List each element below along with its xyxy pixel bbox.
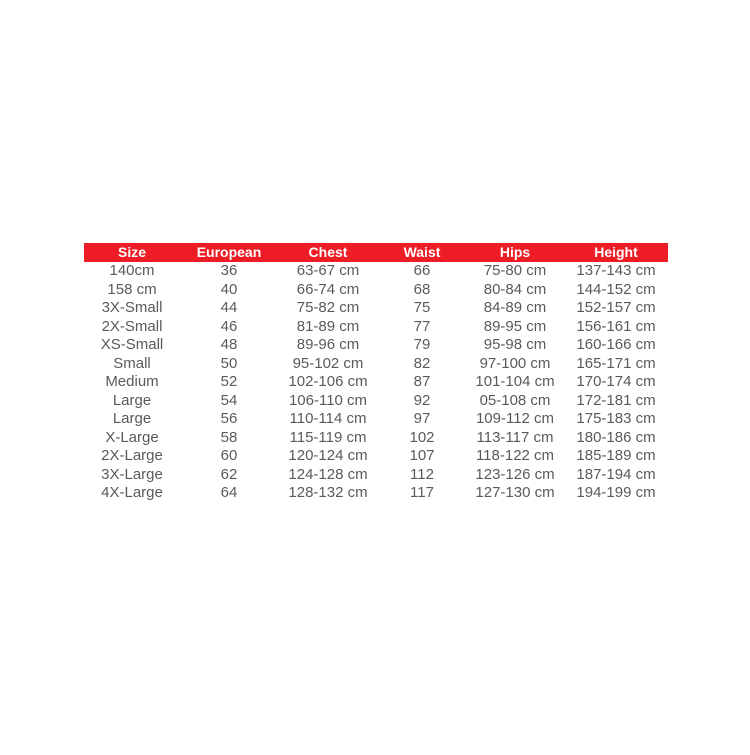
cell-hips: 05-108 cm bbox=[479, 391, 551, 409]
cell-hips: 89-95 cm bbox=[483, 317, 547, 335]
cell-chest: 106-110 cm bbox=[288, 391, 368, 409]
header-row: Size European Chest Waist Hips Height bbox=[84, 243, 668, 262]
cell-european: 40 bbox=[220, 280, 238, 298]
cell-hips: 95-98 cm bbox=[483, 336, 547, 353]
cell-hips: 123-126 cm bbox=[475, 465, 555, 483]
table-row: 2X-Large 60 120-124 cm 107 118-122 cm 185-189… bbox=[84, 447, 668, 466]
cell-european: 58 bbox=[220, 428, 238, 446]
cell-hips: 80-84 cm bbox=[483, 280, 547, 298]
cell-chest: 66-74 cm bbox=[296, 280, 360, 298]
cell-european: 64 bbox=[220, 484, 238, 501]
cell-height: 152-157 cm bbox=[576, 299, 656, 316]
cell-size: 2X-Small bbox=[101, 317, 163, 335]
cell-hips: 97-100 cm bbox=[479, 354, 551, 372]
cell-waist: 112 bbox=[410, 465, 434, 483]
cell-chest: 75-82 cm bbox=[296, 299, 360, 316]
cell-european: 62 bbox=[220, 465, 238, 483]
column-header-chest: Chest bbox=[278, 243, 378, 262]
table-row: Large 54 106-110 cm 92 05-108 cm 172-181 cm bbox=[84, 392, 668, 411]
cell-size: 3X-Large bbox=[101, 465, 163, 483]
cell-hips: 118-122 cm bbox=[475, 447, 555, 464]
cell-european: 54 bbox=[220, 391, 238, 409]
column-header-european: European bbox=[180, 243, 278, 262]
table-row: 158 cm 40 66-74 cm 68 80-84 cm 144-152 cm bbox=[84, 281, 668, 300]
cell-chest: 81-89 cm bbox=[296, 317, 360, 335]
column-header-size: Size bbox=[84, 243, 180, 262]
table-row: 4X-Large 64 128-132 cm 117 127-130 cm 194-199… bbox=[84, 484, 668, 503]
cell-chest: 124-128 cm bbox=[288, 465, 368, 483]
cell-size: 3X-Small bbox=[101, 299, 163, 316]
cell-chest: 128-132 cm bbox=[288, 484, 368, 501]
cell-waist: 102 bbox=[409, 428, 435, 446]
cell-chest: 110-114 cm bbox=[289, 410, 367, 427]
cell-height: 144-152 cm bbox=[576, 280, 656, 298]
cell-chest: 95-102 cm bbox=[292, 354, 364, 372]
cell-chest: 102-106 cm bbox=[288, 373, 368, 390]
cell-european: 56 bbox=[220, 410, 238, 427]
cell-waist: 68 bbox=[413, 280, 431, 298]
cell-waist: 77 bbox=[413, 317, 431, 335]
cell-waist: 107 bbox=[409, 447, 435, 464]
cell-size: Large bbox=[112, 391, 152, 409]
table-row: 140cm 36 63-67 cm 66 75-80 cm 137-143 cm bbox=[84, 262, 668, 281]
cell-european: 50 bbox=[220, 354, 238, 372]
cell-height: 172-181 cm bbox=[576, 391, 656, 409]
cell-waist: 79 bbox=[413, 336, 431, 353]
cell-european: 48 bbox=[220, 336, 238, 353]
table-row: XS-Small 48 89-96 cm 79 95-98 cm 160-166 cm bbox=[84, 336, 668, 355]
cell-size: 158 cm bbox=[107, 280, 157, 298]
cell-size: Small bbox=[113, 354, 151, 372]
cell-size: 4X-Large bbox=[101, 484, 163, 501]
cell-european: 60 bbox=[220, 447, 238, 464]
cell-waist: 87 bbox=[413, 373, 431, 390]
cell-hips: 84-89 cm bbox=[483, 299, 547, 316]
cell-chest: 120-124 cm bbox=[288, 447, 368, 464]
table-row: 2X-Small 46 81-89 cm 77 89-95 cm 156-161 cm bbox=[84, 318, 668, 337]
table-row: 3X-Large 62 124-128 cm 112 123-126 cm 187-194… bbox=[84, 466, 668, 485]
cell-height: 175-183 cm bbox=[576, 410, 656, 427]
cell-size: 2X-Large bbox=[101, 447, 163, 464]
cell-height: 170-174 cm bbox=[576, 373, 656, 390]
cell-size: XS-Small bbox=[100, 336, 164, 353]
cell-waist: 117 bbox=[410, 484, 434, 501]
cell-chest: 115-119 cm bbox=[289, 428, 367, 446]
cell-hips: 75-80 cm bbox=[483, 262, 547, 279]
cell-hips: 109-112 cm bbox=[475, 410, 555, 427]
cell-european: 36 bbox=[220, 262, 238, 279]
cell-height: 185-189 cm bbox=[576, 447, 656, 464]
table-row: Small 50 95-102 cm 82 97-100 cm 165-171 cm bbox=[84, 355, 668, 374]
cell-size: 140cm bbox=[109, 262, 155, 279]
cell-height: 156-161 cm bbox=[576, 317, 656, 335]
table-row: X-Large 58 115-119 cm 102 113-117 cm 180-186 … bbox=[84, 429, 668, 448]
cell-waist: 97 bbox=[413, 410, 431, 427]
table-row: Medium 52 102-106 cm 87 101-104 cm 170-174 cm bbox=[84, 373, 668, 392]
size-chart-table: Size European Chest Waist Hips Height 140cm 36… bbox=[84, 243, 668, 503]
cell-hips: 101-104 cm bbox=[475, 373, 555, 390]
cell-waist: 75 bbox=[413, 299, 431, 316]
cell-chest: 63-67 cm bbox=[296, 262, 360, 279]
cell-hips: 113-117 cm bbox=[476, 428, 554, 446]
column-header-hips: Hips bbox=[466, 243, 564, 262]
cell-chest: 89-96 cm bbox=[296, 336, 360, 353]
cell-european: 46 bbox=[220, 317, 238, 335]
cell-height: 165-171 cm bbox=[576, 354, 656, 372]
cell-height: 137-143 cm bbox=[576, 262, 656, 279]
cell-hips: 127-130 cm bbox=[475, 484, 555, 501]
cell-european: 52 bbox=[220, 373, 238, 390]
column-header-height: Height bbox=[564, 243, 668, 262]
cell-waist: 82 bbox=[413, 354, 431, 372]
cell-size: Large bbox=[112, 410, 152, 427]
cell-european: 44 bbox=[220, 299, 238, 316]
table-row: Large 56 110-114 cm 97 109-112 cm 175-183 cm bbox=[84, 410, 668, 429]
cell-waist: 66 bbox=[413, 262, 431, 279]
cell-height: 187-194 cm bbox=[576, 465, 656, 483]
cell-height: 180-186 cm bbox=[576, 428, 656, 446]
cell-height: 194-199 cm bbox=[576, 484, 656, 501]
cell-size: Medium bbox=[105, 373, 159, 390]
cell-size: X-Large bbox=[105, 428, 159, 446]
cell-waist: 92 bbox=[413, 391, 431, 409]
table-row: 3X-Small 44 75-82 cm 75 84-89 cm 152-157 cm bbox=[84, 299, 668, 318]
cell-height: 160-166 cm bbox=[576, 336, 656, 353]
column-header-waist: Waist bbox=[378, 243, 466, 262]
